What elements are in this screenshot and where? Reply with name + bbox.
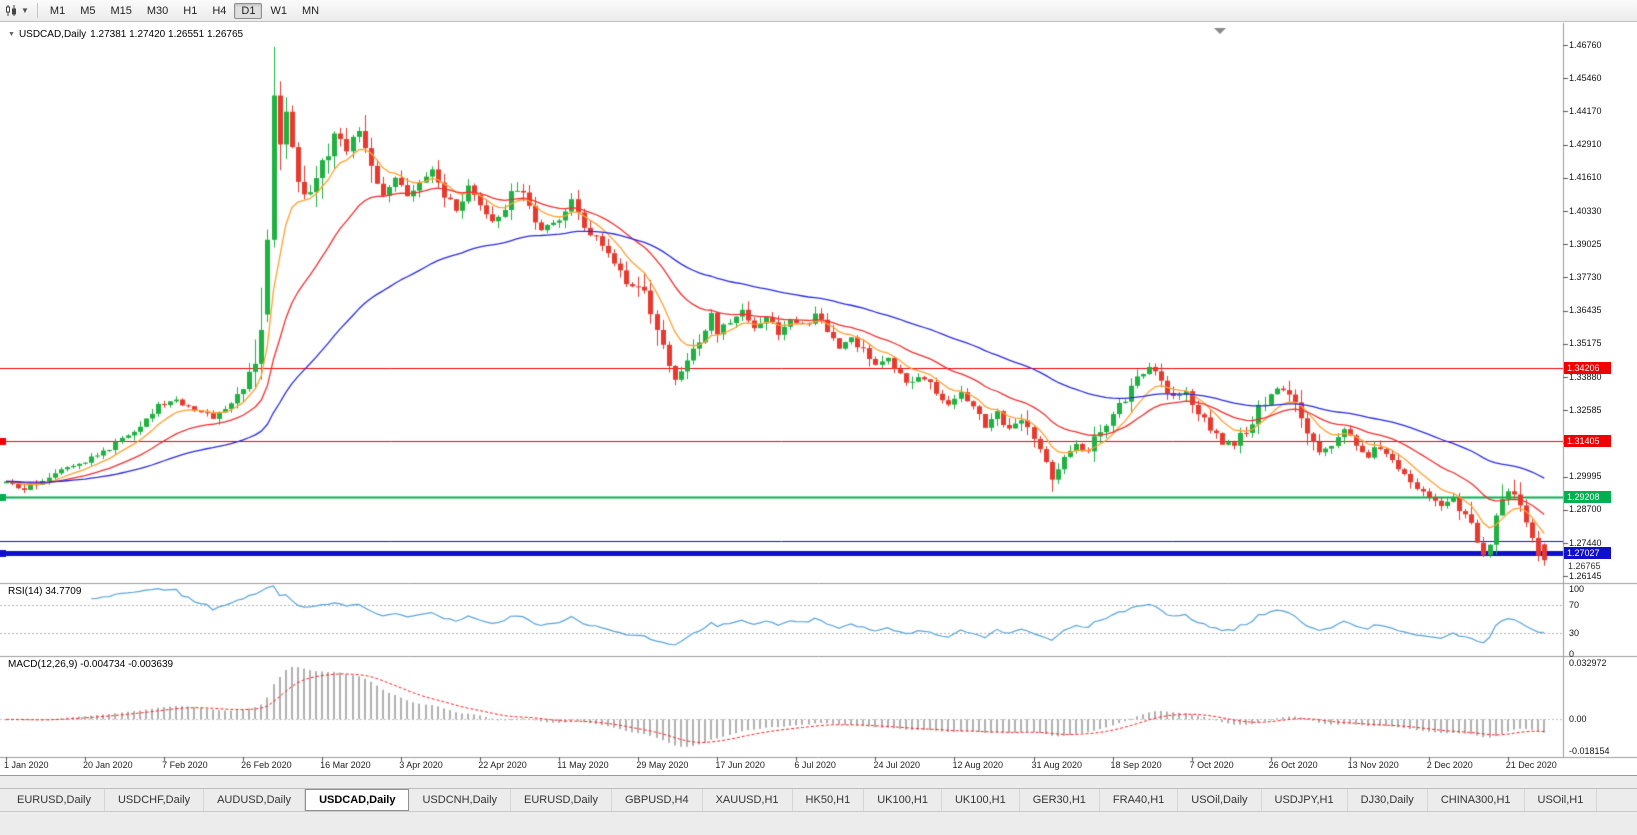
date-axis-label: 7 Oct 2020 [1189, 760, 1234, 770]
price-axis-label: 1.37730 [1569, 271, 1602, 282]
date-axis-label: 31 Aug 2020 [1031, 760, 1083, 770]
price-axis-label: 1.39025 [1569, 238, 1602, 249]
tab-china300-h1[interactable]: CHINA300,H1 [1427, 789, 1525, 811]
date-axis-label: 17 Jun 2020 [715, 760, 765, 770]
hline-price-label: 1.34206 [1564, 362, 1611, 375]
ohlc-readout: 1.27381 1.27420 1.26551 1.26765 [90, 29, 244, 40]
date-axis-label: 7 Feb 2020 [162, 760, 208, 770]
tab-usoil-daily[interactable]: USOil,Daily [1178, 789, 1262, 811]
timeframe-button-d1[interactable]: D1 [234, 2, 263, 19]
timeframe-button-m1[interactable]: M1 [49, 4, 66, 17]
collapse-chart-icon[interactable]: ▼ [8, 31, 15, 38]
price-axis-label: 1.35175 [1569, 338, 1602, 349]
macd-axis-label: -0.018154 [1569, 746, 1610, 756]
date-axis-label: 22 Apr 2020 [478, 760, 527, 770]
hline-price-label: 1.27027 [1564, 547, 1611, 560]
tab-usdcnh-daily[interactable]: USDCNH,Daily [409, 789, 512, 811]
timeframe-button-m5[interactable]: M5 [80, 4, 96, 17]
timeframe-button-m15[interactable]: M15 [110, 4, 132, 17]
date-axis-label: 29 May 2020 [636, 760, 689, 770]
date-axis-label: 11 May 2020 [557, 760, 609, 770]
hline-price-label: 1.31405 [1564, 434, 1611, 447]
price-axis-label: 1.29995 [1569, 471, 1602, 482]
tab-uk100-h1[interactable]: UK100,H1 [864, 789, 942, 811]
date-axis-label: 12 Aug 2020 [952, 760, 1004, 770]
tab-ger30-h1[interactable]: GER30,H1 [1019, 789, 1100, 811]
date-axis-label: 26 Oct 2020 [1268, 760, 1318, 770]
rsi-axis-label: 70 [1569, 600, 1580, 610]
timeframe-buttons: M1 M5 M15 M30 H1 H4 D1 W1 MN [43, 2, 326, 19]
date-axis-label: 13 Nov 2020 [1347, 760, 1399, 770]
macd-indicator-label: MACD(12,26,9) -0.004734 -0.003639 [8, 659, 174, 670]
tab-uk100-h1[interactable]: UK100,H1 [941, 789, 1020, 811]
rsi-axis-label: 100 [1569, 584, 1585, 594]
timeframe-button-h1[interactable]: H1 [183, 4, 198, 17]
chart-title: ▼ USDCAD,Daily 1.27381 1.27420 1.26551 1.2… [8, 29, 243, 40]
date-axis-label: 6 Jul 2020 [794, 760, 836, 770]
tab-fra40-h1[interactable]: FRA40,H1 [1099, 789, 1179, 811]
rsi-axis-label: 0 [1569, 649, 1575, 659]
symbol-name: USDCAD,Daily [18, 29, 87, 40]
price-axis-label: 1.28700 [1569, 504, 1602, 515]
tab-usoil-h1[interactable]: USOil,H1 [1524, 789, 1598, 811]
tab-gbpusd-h4[interactable]: GBPUSD,H4 [612, 789, 703, 811]
price-axis-label: 1.40330 [1569, 205, 1602, 216]
hline-price-label: 1.29208 [1564, 491, 1611, 504]
tab-hk50-h1[interactable]: HK50,H1 [792, 789, 865, 811]
tab-audusd-daily[interactable]: AUDUSD,Daily [204, 789, 306, 811]
tab-xauusd-h1[interactable]: XAUUSD,H1 [702, 789, 793, 811]
symbol-tab-bar: EURUSD,Daily USDCHF,Daily AUDUSD,Daily USDC… [0, 788, 1637, 812]
price-axis-label: 1.42910 [1569, 139, 1602, 150]
date-axis-label: 24 Jul 2020 [873, 760, 920, 770]
price-axis-label: 1.45460 [1569, 72, 1602, 83]
tab-usdjpy-h1[interactable]: USDJPY,H1 [1261, 789, 1348, 811]
toolbar-separator [36, 3, 38, 18]
tab-eurusd-daily[interactable]: EURUSD,Daily [4, 789, 105, 811]
price-axis-label: 1.41610 [1569, 172, 1602, 183]
timeframe-button-w1[interactable]: W1 [270, 4, 287, 17]
date-axis-label: 1 Jan 2020 [4, 760, 49, 770]
price-axis-label: 1.46760 [1569, 39, 1602, 50]
rsi-axis-label: 30 [1569, 628, 1580, 638]
price-axis-label: 1.32585 [1569, 404, 1602, 415]
tab-eurusd-daily[interactable]: EURUSD,Daily [511, 789, 612, 811]
date-axis-label: 20 Jan 2020 [83, 760, 133, 770]
price-axis-label: 1.33880 [1569, 371, 1602, 382]
timeframe-button-m30[interactable]: M30 [146, 4, 169, 17]
macd-axis-label: 0.032972 [1569, 658, 1607, 668]
tab-usdchf-daily[interactable]: USDCHF,Daily [104, 789, 205, 811]
timeframe-button-h4[interactable]: H4 [212, 4, 227, 17]
tab-dj30-daily[interactable]: DJ30,Daily [1347, 789, 1428, 811]
price-axis-label: 1.36435 [1569, 305, 1602, 316]
price-axis-label: 1.44170 [1569, 105, 1602, 116]
macd-axis-label: 0.00 [1569, 714, 1587, 725]
price-axis-label: 1.26145 [1569, 570, 1602, 581]
date-axis-label: 26 Feb 2020 [241, 760, 292, 770]
tab-usdcad-daily[interactable]: USDCAD,Daily [305, 789, 410, 811]
price-axis-label: 1.27440 [1569, 537, 1602, 548]
date-axis-label: 18 Sep 2020 [1110, 760, 1162, 770]
date-axis-label: 3 Apr 2020 [399, 760, 443, 770]
date-axis-label: 21 Dec 2020 [1505, 760, 1557, 770]
date-axis-label: 2 Dec 2020 [1426, 760, 1473, 770]
candlestick-chart-icon[interactable] [5, 4, 19, 17]
date-axis-label: 16 Mar 2020 [320, 760, 371, 770]
chart-type-dropdown-caret-icon[interactable]: ▼ [21, 6, 29, 15]
timeframe-toolbar: ▼ M1 M5 M15 M30 H1 H4 D1 W1 MN [0, 0, 1637, 22]
timeframe-button-mn[interactable]: MN [301, 4, 320, 17]
rsi-indicator-label: RSI(14) 34.7709 [8, 586, 82, 597]
current-price-label: 1.26765 [1568, 561, 1601, 572]
